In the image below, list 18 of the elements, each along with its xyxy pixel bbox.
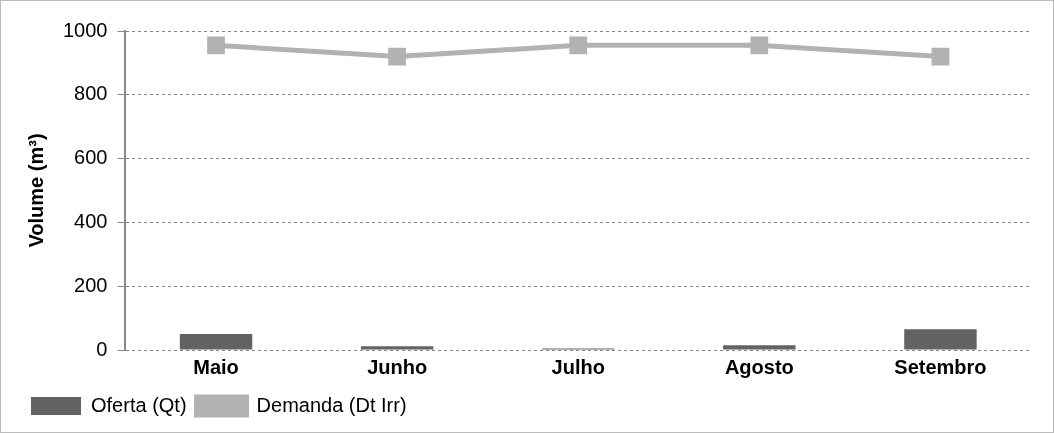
y-axis-title: Volume (m³)	[24, 133, 47, 248]
y-tick-label: 200	[74, 273, 108, 296]
y-tick-label: 1000	[62, 18, 108, 41]
bar	[179, 334, 253, 350]
y-tick-label: 600	[74, 146, 108, 169]
y-tick-label: 0	[96, 337, 108, 360]
bar	[904, 329, 977, 350]
legend-label: Oferta (Qt)	[91, 393, 187, 416]
x-tick-label: Maio	[193, 355, 239, 378]
x-tick-label: Julho	[551, 355, 605, 378]
bar	[723, 345, 796, 350]
legend-label: Demanda (Dt Irr)	[256, 393, 407, 416]
x-tick-label: Setembro	[894, 355, 987, 378]
x-tick-label: Junho	[367, 355, 428, 378]
y-tick-label: 800	[74, 82, 108, 105]
bar	[360, 346, 434, 350]
y-tick-label: 400	[74, 209, 108, 232]
x-tick-label: Agosto	[724, 355, 794, 378]
